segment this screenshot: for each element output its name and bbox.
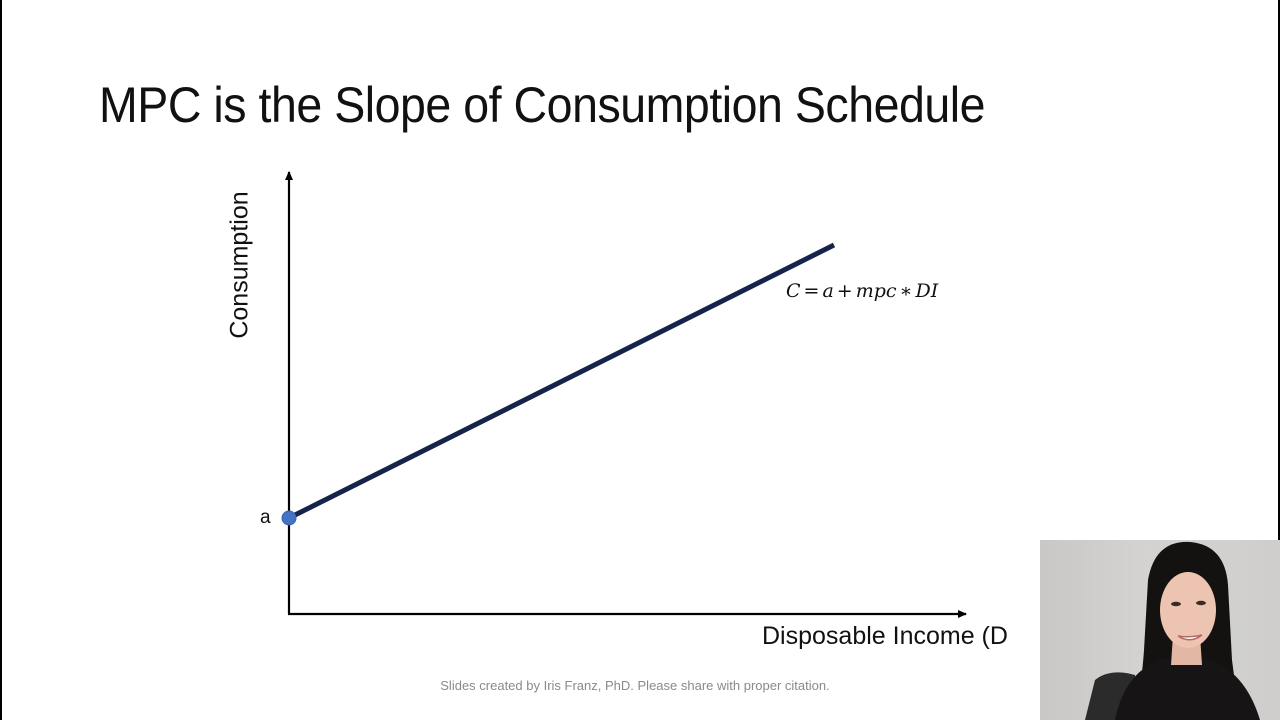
intercept-label: a [260,507,271,528]
equation-times: ∗ [899,280,913,302]
equation-a: a [822,280,834,302]
slide-title: MPC is the Slope of Consumption Schedule [99,77,986,133]
consumption-line [287,242,836,521]
right-letterbox-bar [1278,0,1280,720]
x-axis-label: Disposable Income (D [762,622,1008,650]
equation-lhs: C [786,280,801,302]
consumption-equation: C = a + mpc ∗ DI [786,280,938,302]
equation-equals: = [803,280,820,302]
y-axis-label: Consumption [225,191,254,339]
intercept-dot [281,510,297,526]
equation-plus: + [836,280,853,302]
equation-mpc: mpc [855,280,897,302]
presenter-video-icon [1085,541,1260,720]
equation-di: DI [915,280,939,302]
left-letterbox-bar [0,0,2,720]
presenter-webcam [1040,540,1280,720]
slide-footer-credit: Slides created by Iris Franz, PhD. Pleas… [440,678,830,693]
